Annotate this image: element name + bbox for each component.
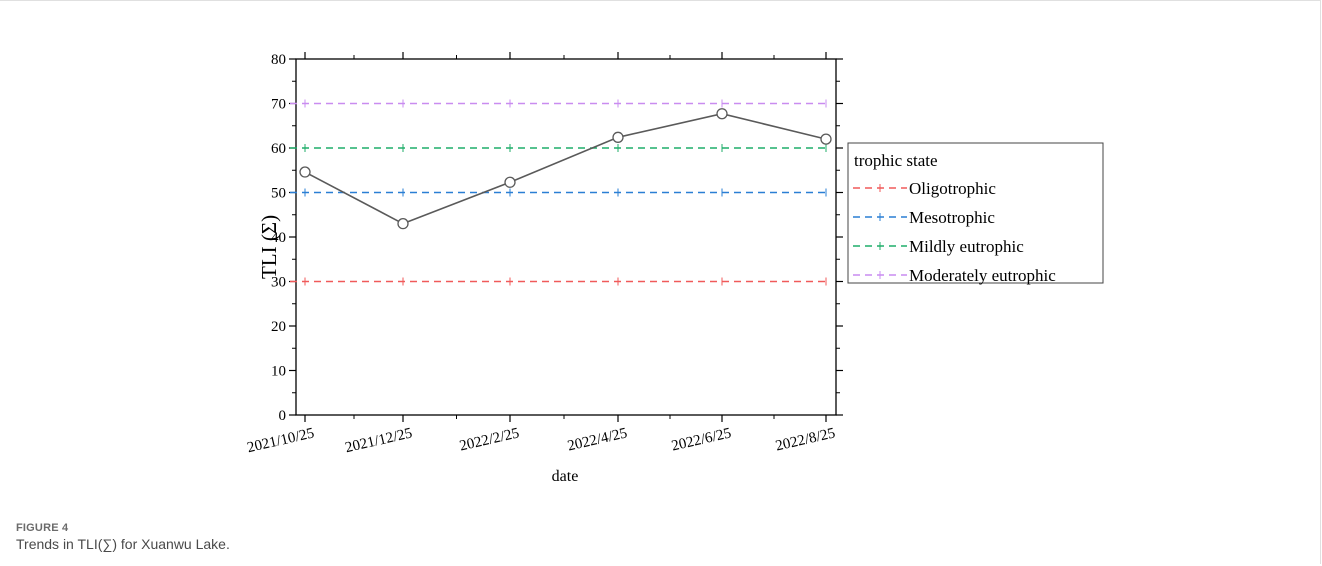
data-point	[820, 133, 832, 145]
x-tick-label: 2021/10/25	[246, 425, 316, 456]
data-point	[504, 176, 516, 188]
y-tick-label: 80	[271, 52, 286, 68]
y-tick-label: 40	[271, 230, 286, 246]
y-tick-label: 60	[271, 141, 286, 157]
reference-lines	[290, 99, 828, 286]
plot-frame	[295, 58, 837, 416]
x-axis-label: date	[552, 468, 579, 485]
legend-entry: Mesotrophic	[909, 208, 995, 227]
y-tick-label: 0	[279, 408, 287, 424]
legend-entry: Mildly eutrophic	[909, 237, 1024, 256]
axes: 0 10 20 30 40 50 60 70 80 2021/10/25 2021/12/25 202…	[246, 52, 843, 456]
legend-box	[847, 142, 1104, 284]
x-tick-label: 2022/8/25	[774, 425, 837, 454]
legend: trophic state Oligotrophic Mesotrophic Mild…	[847, 142, 1104, 285]
data-point	[299, 166, 311, 178]
y-tick-label: 30	[271, 275, 286, 291]
x-tick-label: 2022/6/25	[670, 425, 733, 454]
y-tick-label: 70	[271, 97, 286, 113]
figure-caption: FIGURE 4 Trends in TLI(∑) for Xuanwu Lak…	[16, 521, 230, 553]
legend-title: trophic state	[854, 151, 938, 170]
data-point	[716, 108, 728, 120]
x-tick-label: 2021/12/25	[344, 425, 414, 456]
figure-title: Trends in TLI(∑) for Xuanwu Lake.	[16, 536, 230, 552]
y-tick-label: 20	[271, 319, 286, 335]
data-point	[397, 217, 409, 230]
series-line	[304, 112, 827, 225]
x-tick-label: 2022/2/25	[458, 425, 521, 454]
y-tick-label: 10	[271, 364, 286, 380]
figure-label: FIGURE 4	[16, 522, 69, 534]
y-axis-label: TLI (Σ)	[257, 215, 281, 279]
legend-entry: Oligotrophic	[909, 179, 996, 198]
y-tick-label: 50	[271, 186, 286, 202]
x-tick-label: 2022/4/25	[566, 425, 629, 454]
series	[299, 108, 832, 230]
data-point	[612, 131, 624, 143]
legend-entry: Moderately eutrophic	[909, 266, 1056, 285]
